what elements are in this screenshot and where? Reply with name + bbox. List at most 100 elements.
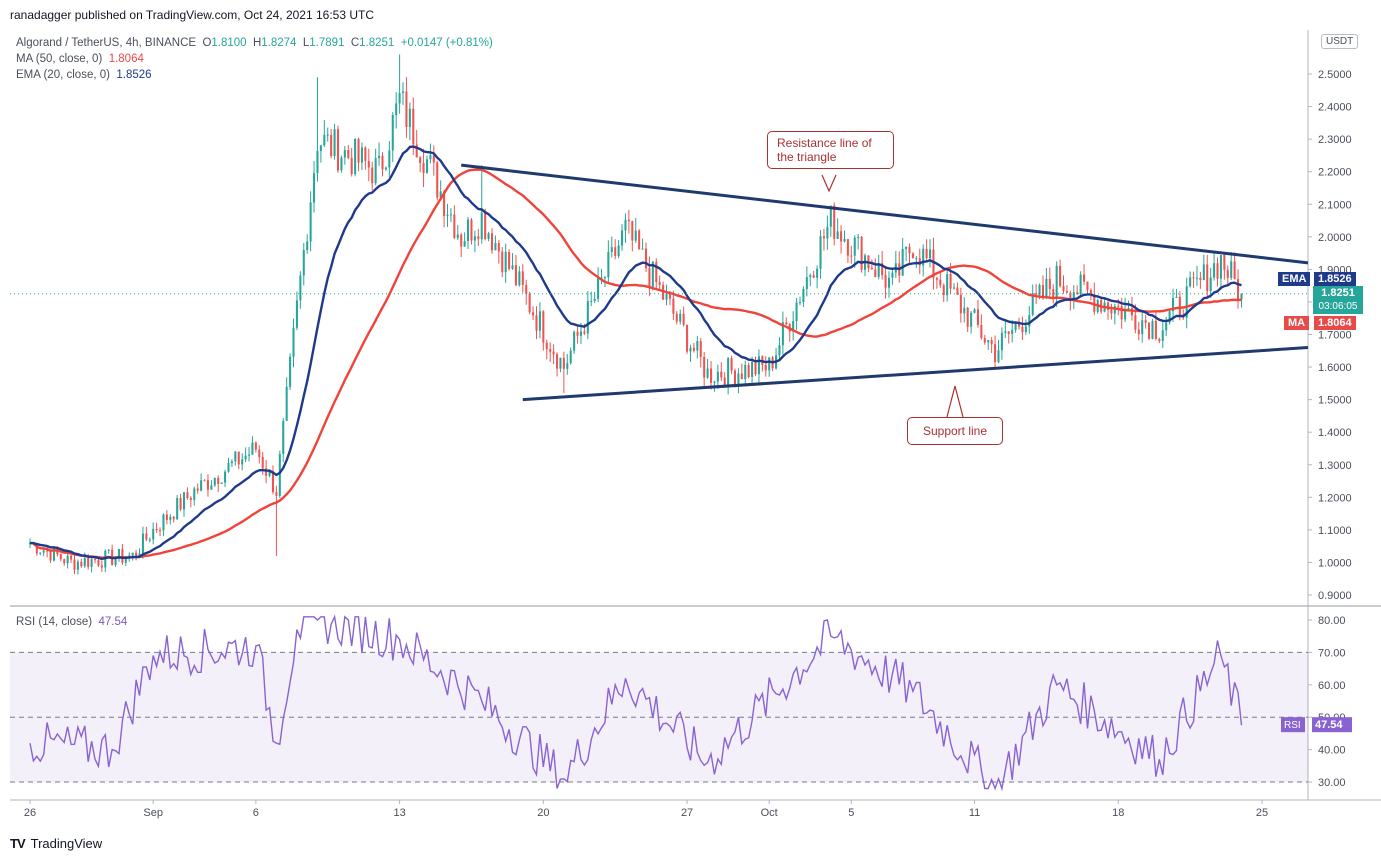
resistance-annotation-pointer (821, 174, 837, 193)
candle (511, 265, 514, 269)
candle (744, 365, 747, 380)
candle (798, 302, 802, 304)
candle (261, 456, 264, 469)
price-tick-label: 1.6000 (1318, 362, 1352, 374)
low-value: 1.7891 (309, 37, 345, 49)
candle (70, 555, 73, 560)
candle (672, 298, 675, 314)
footer-brand[interactable]: TradingView (30, 836, 103, 851)
candle (285, 386, 288, 421)
candle (579, 331, 583, 336)
candle (754, 361, 757, 375)
candle (446, 214, 449, 217)
candle (1117, 306, 1120, 308)
candle (39, 552, 42, 554)
candle (1137, 329, 1140, 335)
candle (870, 268, 873, 270)
candle (196, 488, 199, 491)
candle (634, 230, 637, 241)
candle (432, 155, 435, 163)
candle (1154, 320, 1157, 339)
candle (884, 275, 887, 288)
candle (1038, 285, 1041, 295)
candle (970, 312, 973, 327)
currency-badge[interactable]: USDT (1321, 34, 1359, 49)
resistance-trendline[interactable] (461, 163, 1309, 265)
candle (1110, 309, 1113, 314)
candle (665, 293, 668, 300)
candle (378, 155, 381, 159)
candle (562, 357, 565, 369)
candle (644, 248, 648, 269)
ma-legend-label: MA (50, close, 0) (16, 53, 103, 65)
candle (1219, 255, 1222, 279)
candle (1237, 279, 1240, 301)
support-annotation-pointer (946, 385, 964, 418)
candle (932, 249, 935, 278)
candle (480, 212, 483, 240)
support-trendline[interactable] (522, 346, 1309, 402)
candle (1233, 261, 1236, 280)
candle (781, 322, 784, 346)
candle (740, 373, 743, 380)
candle (891, 272, 894, 278)
candle (388, 150, 391, 168)
candle (822, 236, 825, 239)
price-tick-label: 1.5000 (1318, 395, 1352, 407)
candle (853, 237, 856, 256)
candle (501, 251, 504, 273)
candle (668, 293, 671, 299)
candle (1035, 293, 1038, 295)
candle (1175, 296, 1178, 298)
rsi-legend-label: RSI (14, close) (16, 616, 93, 628)
candle (66, 555, 69, 564)
candle (1004, 331, 1007, 333)
candle (826, 226, 829, 239)
candle (990, 340, 993, 345)
main-legend: Algorand / TetherUS, 4h, BINANCE O1.8100… (16, 35, 493, 83)
candle (836, 231, 839, 239)
candle (456, 234, 459, 238)
candle (159, 530, 162, 532)
candle (997, 350, 1000, 363)
candle (583, 331, 586, 334)
candle (747, 365, 750, 377)
candle (1083, 274, 1086, 282)
candle (333, 129, 336, 157)
candle (569, 350, 572, 364)
candle (686, 324, 689, 352)
candle (449, 214, 452, 216)
candle (302, 250, 305, 276)
candle (959, 294, 962, 314)
candle (918, 258, 921, 266)
candle (124, 558, 127, 563)
candle (186, 492, 189, 498)
candle (121, 548, 124, 563)
candle (1230, 261, 1233, 278)
support-annotation: Support line (907, 417, 1003, 445)
candle (1189, 277, 1192, 287)
price-tick-label: 1.3000 (1318, 460, 1352, 472)
resistance-annotation: Resistance line of the triangle (767, 131, 894, 169)
candle (210, 485, 213, 490)
candle (1206, 264, 1209, 292)
candle (97, 560, 100, 566)
candle (63, 559, 66, 564)
candle (751, 361, 754, 377)
candle (1141, 320, 1144, 335)
time-tick-label: Sep (143, 807, 163, 819)
candle (135, 552, 138, 556)
candle (1031, 293, 1034, 315)
candle (1195, 277, 1199, 279)
candle (107, 549, 110, 551)
candle (1113, 306, 1116, 314)
candle (795, 302, 798, 321)
time-tick-label: 11 (969, 807, 980, 819)
candle (1093, 294, 1096, 312)
candle (1069, 292, 1072, 301)
price-tick-label: 0.9000 (1318, 590, 1352, 602)
candle (165, 514, 168, 520)
candle (946, 273, 949, 296)
candle (203, 480, 206, 482)
